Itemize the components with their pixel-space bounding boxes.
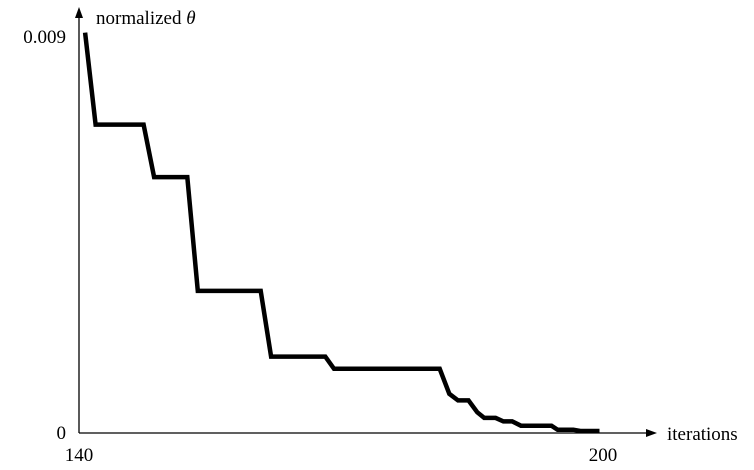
y-axis-arrowhead	[75, 7, 83, 18]
y-tick-label: 0.009	[23, 27, 66, 48]
y-axis-label: normalized θ	[96, 8, 196, 29]
series-line	[82, 32, 600, 434]
x-axis-label: iterations	[667, 424, 738, 445]
x-axis-arrowhead	[646, 429, 657, 437]
tick-labels: 140 200 0 0.009	[23, 27, 617, 466]
y-tick-label: 0	[57, 423, 67, 444]
x-tick-label: 140	[65, 445, 94, 466]
x-tick-label: 200	[589, 445, 618, 466]
